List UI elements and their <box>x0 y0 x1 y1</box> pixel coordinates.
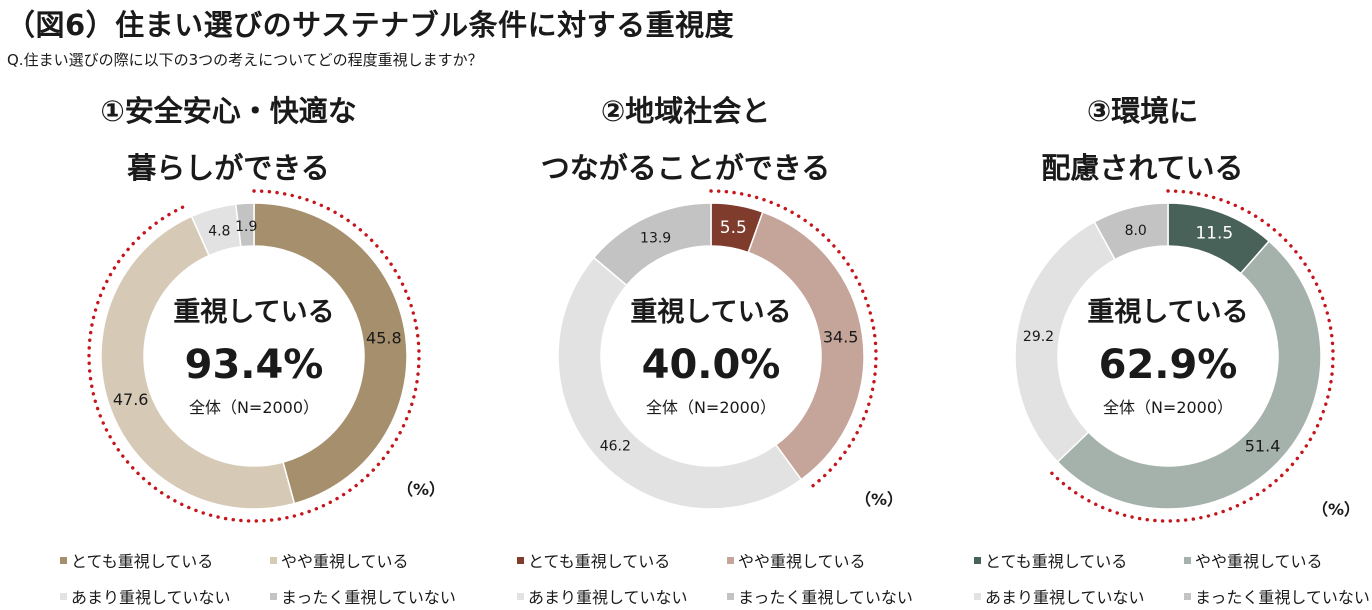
legend-swatch <box>1184 592 1191 600</box>
legend-item: とても重視している <box>517 548 670 572</box>
chart-title-line-2: 配慮されている <box>1041 151 1244 185</box>
legend-item: とても重視している <box>60 548 213 572</box>
legend-swatch <box>1184 556 1191 564</box>
legend-swatch <box>517 556 524 564</box>
donut-chart: 45.8 47.6 4.8 1.9 重視している 93.4% 全体（N=2000） <box>87 189 421 523</box>
legend-label: あまり重視していない <box>71 588 231 607</box>
donut-slice-4 <box>592 202 712 287</box>
legend-item: あまり重視していない <box>517 584 688 608</box>
chart-title-line-1: ②地域社会と <box>600 94 771 128</box>
chart-title-line-1: ①安全安心・快適な <box>100 94 357 128</box>
donut-slice-2 <box>747 211 865 481</box>
legend-label: まったく重視していない <box>738 588 913 607</box>
legend-label: あまり重視していない <box>985 588 1145 607</box>
legend-swatch <box>974 556 981 564</box>
value-label-2: 47.6 <box>113 390 149 409</box>
legend-item: まったく重視していない <box>1184 584 1370 608</box>
legend-item: あまり重視していない <box>974 584 1145 608</box>
legend-swatch <box>727 556 734 564</box>
donut-slice-2 <box>100 215 296 510</box>
center-label: 重視している <box>1087 297 1248 328</box>
chart-title: ③環境に 配慮されている <box>914 83 1371 197</box>
donut-slice-2 <box>1056 240 1322 510</box>
value-label-3: 29.2 <box>1023 329 1054 345</box>
unit-label: （%） <box>397 480 446 499</box>
legend-item: あまり重視していない <box>60 584 231 608</box>
value-label-1: 5.5 <box>720 218 747 238</box>
value-label-1: 45.8 <box>366 329 402 348</box>
legend-item: やや重視している <box>727 548 866 572</box>
legend-swatch <box>60 556 67 564</box>
center-base: 全体（N=2000） <box>189 398 319 417</box>
donut-slice-3 <box>557 256 803 510</box>
legend-item: やや重視している <box>270 548 409 572</box>
page-title: （図6）住まい選びのサステナブル条件に対する重視度 <box>6 8 735 42</box>
center-label: 重視している <box>173 297 334 328</box>
legend-label: まったく重視していない <box>1195 588 1370 607</box>
legend-swatch <box>270 556 277 564</box>
value-label-3: 46.2 <box>600 438 631 454</box>
center-base: 全体（N=2000） <box>646 398 776 417</box>
chart-title: ①安全安心・快適な 暮らしができる <box>0 83 457 197</box>
important-share-arc <box>709 189 878 491</box>
center-value: 62.9% <box>1099 342 1238 388</box>
legend-label: とても重視している <box>71 552 214 571</box>
center-value: 40.0% <box>642 342 781 388</box>
legend-label: とても重視している <box>528 552 671 571</box>
legend-label: とても重視している <box>985 552 1128 571</box>
donut-chart: 11.5 51.4 29.2 8.0 重視している 62.9% 全体（N=2000） <box>1014 189 1335 523</box>
important-share-arc <box>1047 189 1335 523</box>
value-label-4: 8.0 <box>1125 223 1147 239</box>
legend-label: あまり重視していない <box>528 588 688 607</box>
legend-swatch <box>270 592 277 600</box>
chart-title: ②地域社会と つながることができる <box>457 83 914 197</box>
legend-item: まったく重視していない <box>727 584 913 608</box>
legend-label: やや重視している <box>1195 552 1323 571</box>
donut-slice-4 <box>1093 202 1169 261</box>
chart-panel-3: ③環境に 配慮されている 11.5 51.4 29.2 8.0 重視している 62.9% 全… <box>914 0 1371 610</box>
center-value: 93.4% <box>185 342 324 388</box>
important-share-arc <box>87 189 421 523</box>
legend-item: とても重視している <box>974 548 1127 572</box>
chart-panel-2: ②地域社会と つながることができる 5.5 34.5 46.2 13.9 重視している 4… <box>457 0 914 610</box>
donut-slice-1 <box>253 202 408 505</box>
center-label: 重視している <box>630 297 791 328</box>
legend-swatch <box>60 592 67 600</box>
value-label-4: 1.9 <box>235 219 257 235</box>
unit-label: （%） <box>1312 500 1361 519</box>
legend-label: やや重視している <box>281 552 409 571</box>
unit-label: （%） <box>855 490 904 509</box>
chart-panel-1: ①安全安心・快適な 暮らしができる 45.8 47.6 4.8 1.9 重視している 93… <box>0 0 457 610</box>
donut-slice-4 <box>234 202 255 248</box>
legend-item: やや重視している <box>1184 548 1323 572</box>
legend-swatch <box>974 592 981 600</box>
value-label-4: 13.9 <box>640 230 671 246</box>
value-label-3: 4.8 <box>208 224 230 240</box>
legend-label: やや重視している <box>738 552 866 571</box>
chart-title-line-2: 暮らしができる <box>127 151 330 185</box>
value-label-1: 11.5 <box>1195 223 1233 243</box>
legend-swatch <box>727 592 734 600</box>
chart-title-line-1: ③環境に <box>1086 94 1199 128</box>
donut-chart: 5.5 34.5 46.2 13.9 重視している 40.0% 全体（N=2000） <box>557 189 878 510</box>
legend-swatch <box>517 592 524 600</box>
value-label-2: 34.5 <box>823 327 859 346</box>
center-base: 全体（N=2000） <box>1103 398 1233 417</box>
legend-label: まったく重視していない <box>281 588 456 607</box>
question-text: Q.住まい選びの際に以下の3つの考えについてどの程度重視しますか？ <box>7 51 483 69</box>
value-label-2: 51.4 <box>1245 437 1281 456</box>
legend-item: まったく重視していない <box>270 584 456 608</box>
chart-title-line-2: つながることができる <box>540 151 831 185</box>
